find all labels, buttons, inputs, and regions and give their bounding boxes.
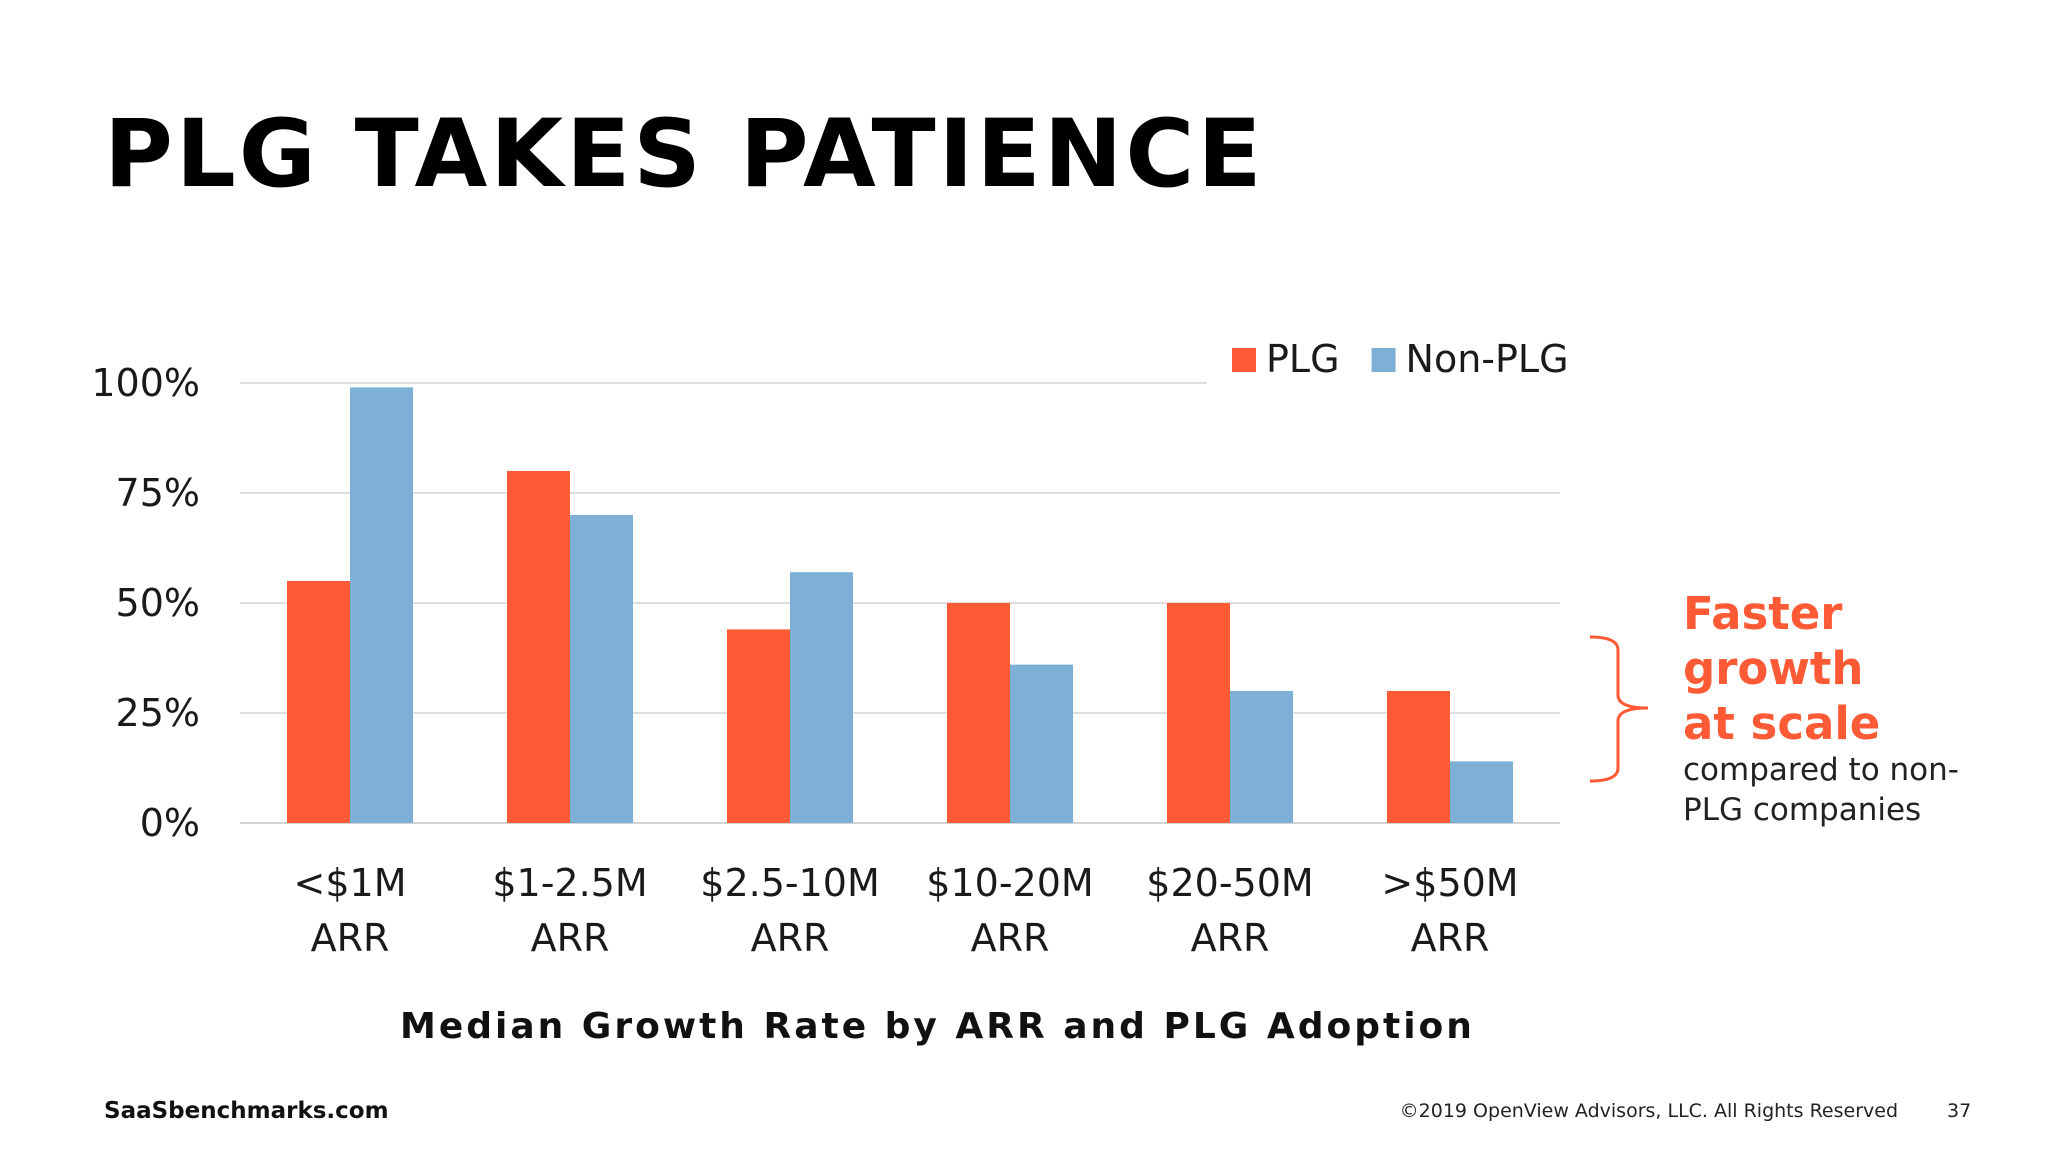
legend-label: Non-PLG — [1406, 337, 1569, 381]
page-title: PLG TAKES PATIENCE — [104, 100, 1265, 209]
bar-plg — [287, 581, 350, 823]
bar-non-plg — [350, 387, 413, 823]
bar-plg — [947, 603, 1010, 823]
callout-headline-line: growth — [1683, 642, 1864, 695]
x-tick-label: $10-20M — [926, 861, 1093, 905]
legend-swatch — [1232, 348, 1256, 372]
x-tick-label: $2.5-10M — [700, 861, 879, 905]
y-tick-label: 0% — [140, 801, 200, 845]
bar-non-plg — [790, 572, 853, 823]
bar-non-plg — [1010, 664, 1073, 823]
callout-subtext-line: compared to non- — [1683, 752, 1959, 788]
copyright-footer: ©2019 OpenView Advisors, LLC. All Rights… — [1399, 1100, 1898, 1122]
y-tick-label: 75% — [116, 471, 200, 515]
chart-x-axis: <$1M ARR $1-2.5M ARR $2.5-10M ARR $10-20M ARR $2… — [294, 861, 1519, 960]
site-footer: SaaSbenchmarks.com — [104, 1098, 389, 1124]
x-tick-label: ARR — [531, 916, 610, 960]
callout-bracket-icon — [1589, 635, 1649, 783]
callout-subtext: compared to non- PLG companies — [1683, 750, 2003, 830]
bar-plg — [507, 471, 570, 823]
x-tick-label: $1-2.5M — [492, 861, 647, 905]
chart-legend: PLG Non-PLG — [1232, 337, 1569, 381]
legend-swatch — [1371, 348, 1396, 372]
y-tick-label: 50% — [116, 581, 200, 625]
callout-headline-line: at scale — [1683, 697, 1881, 750]
callout-headline: Faster growth at scale — [1683, 586, 2003, 751]
x-tick-label: ARR — [971, 916, 1050, 960]
x-tick-label: ARR — [1191, 916, 1270, 960]
chart-caption: Median Growth Rate by ARR and PLG Adopti… — [400, 1006, 1475, 1047]
bar-non-plg — [1450, 761, 1513, 823]
bar-non-plg — [570, 515, 633, 823]
x-tick-label: ARR — [751, 916, 830, 960]
legend-label: PLG — [1266, 337, 1340, 381]
x-tick-label: ARR — [1411, 916, 1490, 960]
y-tick-label: 100% — [91, 361, 200, 405]
chart-y-axis: 0% 25% 50% 75% 100% — [91, 361, 200, 845]
x-tick-label: $20-50M — [1146, 861, 1313, 905]
callout-headline-line: Faster — [1683, 587, 1843, 640]
x-tick-label: <$1M — [294, 861, 407, 905]
callout-subtext-line: PLG companies — [1683, 792, 1922, 828]
x-tick-label: >$50M — [1381, 861, 1518, 905]
chart-bars — [287, 387, 1513, 823]
bar-non-plg — [1230, 691, 1293, 823]
page-number: 37 — [1947, 1100, 1972, 1122]
bar-plg — [1167, 603, 1230, 823]
bar-plg — [1387, 691, 1450, 823]
y-tick-label: 25% — [116, 691, 200, 735]
chart-gridlines — [240, 382, 1560, 824]
bar-plg — [727, 629, 790, 823]
x-tick-label: ARR — [311, 916, 390, 960]
